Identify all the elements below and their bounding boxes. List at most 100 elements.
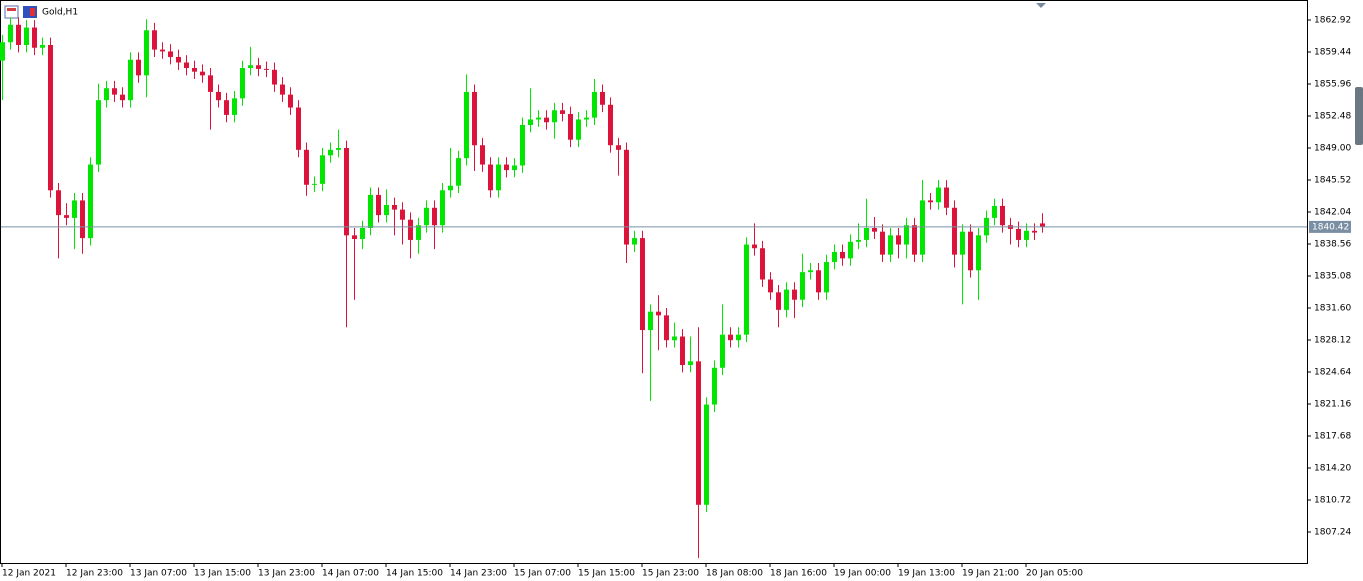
candle-body (632, 238, 637, 245)
candle-body (656, 311, 661, 316)
candle-body (936, 187, 941, 203)
candle-body (880, 231, 885, 255)
candle-body (888, 235, 893, 255)
candle-body (56, 190, 61, 216)
y-tick-label: 1814.20 (1314, 464, 1351, 474)
candle-body (136, 59, 141, 76)
candle-body (416, 225, 421, 240)
candle-body (472, 91, 477, 146)
candle-body (272, 69, 277, 85)
candle-body (104, 88, 109, 101)
candle-body (744, 244, 749, 335)
candle-body (824, 262, 829, 293)
x-tick-label: 18 Jan 08:00 (706, 569, 763, 579)
candle-body (776, 292, 781, 310)
x-tick-label: 13 Jan 15:00 (194, 569, 251, 579)
candle-body (152, 30, 157, 50)
candle-body (760, 248, 765, 280)
y-tick-label: 1859.44 (1314, 47, 1351, 57)
candle-body (904, 225, 909, 245)
candle-body (240, 67, 245, 99)
candle-body (424, 207, 429, 226)
candle-body (440, 190, 445, 226)
candle-body (552, 110, 557, 123)
candle-body (1000, 205, 1005, 226)
candle-body (640, 238, 645, 331)
candle-body (928, 200, 933, 203)
candle-body (456, 158, 461, 186)
candle-body (536, 117, 541, 120)
candle-body (680, 336, 685, 366)
candle-body (968, 231, 973, 271)
candle-body (192, 67, 197, 72)
candle-body (528, 119, 533, 126)
candle-body (384, 205, 389, 216)
candle-body (344, 147, 349, 236)
candle-body (432, 207, 437, 226)
candle-body (32, 27, 37, 48)
candle-body (248, 65, 253, 68)
candle-body (40, 45, 45, 48)
candle-body (352, 235, 357, 240)
candle-body (160, 49, 165, 52)
y-tick-label: 1831.60 (1314, 304, 1351, 314)
y-tick-label: 1821.16 (1314, 400, 1351, 410)
candle-body (608, 104, 613, 146)
x-tick-label: 12 Jan 23:00 (66, 569, 123, 579)
scroll-handle[interactable] (1355, 87, 1363, 145)
candle-body (176, 56, 181, 63)
candle-body (360, 227, 365, 240)
x-tick-label: 19 Jan 21:00 (962, 569, 1019, 579)
x-tick-label: 20 Jan 05:00 (1026, 569, 1083, 579)
candle-body (288, 94, 293, 108)
y-tick-label: 1845.52 (1314, 175, 1351, 185)
chart-title: Gold,H1 (42, 8, 78, 18)
y-tick-label: 1807.24 (1314, 528, 1351, 538)
candle-body (280, 84, 285, 95)
candle-body (368, 194, 373, 228)
candle-body (464, 91, 469, 159)
candle-body (512, 165, 517, 171)
candle-body (960, 231, 965, 255)
candle-body (312, 183, 317, 185)
y-tick-label: 1838.56 (1314, 239, 1351, 249)
candle-body (520, 125, 525, 166)
candle-body (560, 110, 565, 114)
candle-body (848, 241, 853, 259)
candle-body (392, 205, 397, 210)
candle-body (544, 117, 549, 123)
y-tick-label: 1817.68 (1314, 432, 1351, 442)
x-tick-label: 14 Jan 15:00 (386, 569, 443, 579)
x-tick-label: 13 Jan 07:00 (130, 569, 187, 579)
candle-body (504, 164, 509, 171)
candle-body (120, 94, 125, 101)
candle-body (944, 187, 949, 208)
x-tick-label: 13 Jan 23:00 (258, 569, 315, 579)
candle-body (64, 215, 69, 218)
candle-body (856, 239, 861, 242)
candle-body (568, 113, 573, 140)
y-tick-label: 1828.12 (1314, 336, 1351, 346)
icon (7, 8, 16, 11)
candle-body (376, 194, 381, 216)
candle-body (320, 155, 325, 184)
candle-body (208, 75, 213, 92)
x-tick-label: 18 Jan 16:00 (770, 569, 827, 579)
candle-body (832, 251, 837, 263)
candle-body (112, 88, 117, 95)
candle-body (184, 62, 189, 68)
candle-body (704, 404, 709, 505)
candle-body (616, 145, 621, 150)
candle-body (768, 279, 773, 293)
y-tick-label: 1852.48 (1314, 111, 1351, 121)
y-tick-label: 1824.64 (1314, 368, 1351, 378)
candle-body (24, 27, 29, 46)
candle-body (336, 147, 341, 150)
candle-body (96, 100, 101, 165)
candle-body (584, 117, 589, 120)
candle-body (800, 272, 805, 300)
candle-body (728, 334, 733, 341)
candle-body (200, 71, 205, 76)
